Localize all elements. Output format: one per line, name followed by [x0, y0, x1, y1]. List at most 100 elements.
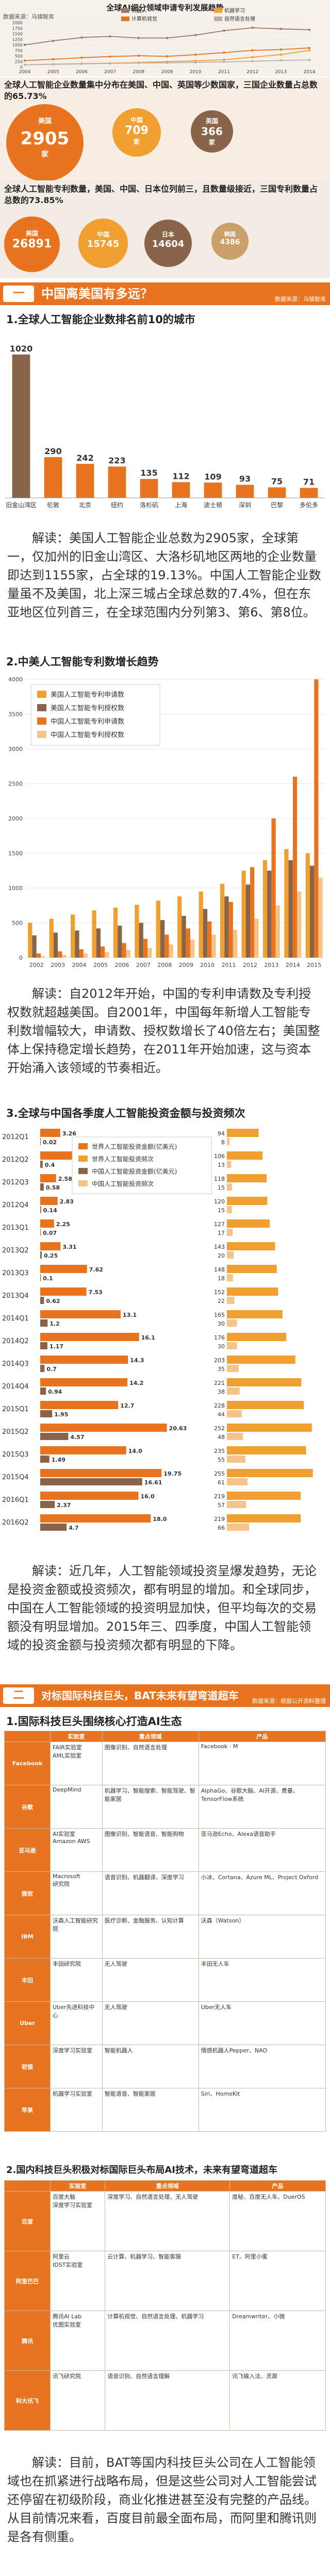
uscn-bar [271, 818, 276, 958]
uscn-legend-swatch [37, 704, 46, 711]
inv-china-amount-bar [40, 1387, 46, 1395]
inv-quarter-label: 2012Q1 [2, 1133, 29, 1141]
uscn-bar [177, 896, 182, 958]
inv-world-amount-bar [40, 1287, 87, 1296]
uscn-bar [203, 909, 208, 958]
trend-series-line [24, 47, 310, 61]
inv-world-amount-label: 14.3 [130, 1357, 144, 1364]
table-header-cell: 实验室 [50, 1731, 103, 1742]
trend-x-tick-label: 2007 [104, 70, 116, 75]
table-header-cell: 重点领域 [102, 1731, 199, 1742]
patents-title: 全球人工智能专利数量，美国、中国、日本位列前三，且数量级接近，三国专利数量占总数… [4, 184, 318, 205]
section-1-source: 数据来源：乌镇智库 [275, 296, 326, 303]
kr-patent-value: 4386 [220, 238, 240, 246]
inv-china-amount-bar [40, 1183, 44, 1191]
field-cell: 无人驾驶 [102, 2001, 199, 2045]
city-name-label: 多伦多 [300, 501, 318, 509]
uscn-x-tick-label: 2010 [200, 962, 214, 968]
investment-section: 3.全球与中国各季度人工智能投资金额与投资频次 2012Q1 3.26 0.02 94… [0, 1103, 330, 1557]
section-1-title: 中国离美国有多远？ [41, 287, 153, 301]
uscn-bar [241, 871, 246, 958]
trend-point [223, 29, 225, 32]
trend-point [137, 62, 140, 64]
uscn-bar [190, 939, 195, 958]
inv-quarter-label: 2016Q1 [2, 1496, 29, 1504]
uscn-x-tick-label: 2002 [29, 962, 44, 968]
uscn-x-tick-label: 2003 [51, 962, 65, 968]
section-2-title: 对标国际科技巨头，BAT未来有望弯道超车 [41, 1690, 239, 1702]
inv-world-amount-bar [40, 1401, 119, 1409]
uk-label: 英国 [205, 118, 218, 125]
uscn-bar [28, 923, 32, 958]
trend-legend-swatch [214, 16, 222, 21]
uscn-x-tick-label: 2013 [264, 962, 278, 968]
inv-china-freq-bar [227, 1433, 243, 1440]
inv-quarter-label: 2015Q3 [2, 1451, 29, 1459]
table-header-cell: 产品 [198, 1731, 326, 1742]
para3-text: 解读：近几年，人工智能领域投资呈爆发趋势，无论是投资金额或投资频次，都有明显的增… [7, 1564, 317, 1652]
trend-point [251, 56, 254, 59]
inv-china-freq-bar [227, 1387, 240, 1395]
us-cn-patent-chart: 0 500 1000 1500 2000 2500 3000 3500 4000 2002 2003… [8, 676, 325, 968]
trend-point [137, 37, 140, 39]
trend-point [52, 58, 55, 61]
uscn-bar [143, 939, 148, 958]
trend-point [194, 34, 197, 37]
inv-world-amount-label: 19.75 [163, 1470, 182, 1477]
product-cell: 亚马逊Echo、Alexa语音助手 [198, 1828, 326, 1872]
inv-quarter-label: 2014Q4 [2, 1383, 29, 1391]
inv-world-amount-label: 2.83 [60, 1198, 74, 1205]
jp-patent-circle: 日本 14604 [144, 220, 192, 267]
cities-title: 1.全球人工智能企业数排名前10的城市 [6, 313, 195, 326]
inv-china-freq-label: 48 [218, 1434, 225, 1441]
city-bar [12, 354, 30, 498]
city-name-label: 洛杉矶 [140, 501, 158, 509]
uscn-bar [288, 860, 293, 958]
inv-china-freq-label: 15 [218, 1207, 225, 1214]
inv-quarter-label: 2013Q4 [2, 1292, 29, 1300]
trend-point [251, 49, 254, 52]
inv-china-freq-label: 15 [218, 1184, 225, 1191]
uscn-bar [83, 953, 88, 958]
trend-x-tick-label: 2005 [47, 70, 59, 75]
inv-world-freq-bar [227, 1401, 304, 1409]
company-cell: 阿里巴巴 [4, 2251, 51, 2311]
trend-y-tick-label: 1500 [12, 32, 23, 37]
trend-legend-swatch [121, 16, 129, 21]
field-cell: 智能机器人 [102, 2045, 199, 2088]
product-cell: 度秘、百度无人车、DuerOS [229, 2191, 326, 2251]
trend-point [23, 63, 26, 66]
uscn-bar [32, 935, 37, 958]
uscn-bar [211, 934, 216, 958]
inv-quarter-label: 2012Q3 [2, 1179, 29, 1186]
cn-label: 中国 [130, 116, 143, 124]
trend-point [308, 46, 311, 49]
uscn-bar [96, 928, 101, 958]
inv-china-freq-bar [227, 1251, 234, 1259]
trend-legend-label: 计算机视觉 [131, 15, 157, 22]
uscn-x-tick-label: 2011 [222, 962, 236, 968]
trend-y-tick-label: 750 [15, 48, 23, 53]
table-row: 软银 深度学习实验室 智能机器人 情感机器人Pepper、NAO [4, 2045, 326, 2088]
trend-legend-label: 自然语言处理 [224, 15, 255, 22]
us-enterprise-circle: 美国 2905 家 [6, 104, 84, 181]
uscn-legend-label: 中国人工智能专利申请数 [51, 718, 124, 726]
uscn-x-tick-label: 2009 [179, 962, 193, 968]
trend-x-tick-label: 2006 [76, 70, 88, 75]
uscn-x-tick-label: 2012 [243, 962, 257, 968]
uscn-legend-swatch [37, 731, 46, 738]
inv-legend-label: 世界人工智能投资金额(亿美元) [92, 1143, 177, 1150]
table-row: 谷歌 DeepMind 机器学习、智能搜索、智能驾驶、智能家居 AlphaGo、谷歌大… [4, 1785, 326, 1829]
inv-china-freq-label: 61 [218, 1479, 225, 1486]
lab-cell: Uber先进科技中心 [50, 2001, 103, 2045]
inv-world-freq-bar [227, 1469, 313, 1477]
city-value-label: 75 [271, 477, 283, 487]
city-bar [76, 464, 94, 498]
uscn-bar [254, 918, 259, 958]
city-name-label: 上海 [175, 501, 187, 509]
uscn-x-tick-label: 2004 [72, 962, 87, 968]
company-cell: 苹果 [4, 2088, 51, 2132]
field-cell: 医疗诊断、金融服务、认知计算 [102, 1915, 199, 1959]
inv-china-amount-label: 16.61 [144, 1479, 162, 1486]
table-row: 微软 Macrosoft 研究院 语音识别、机器翻译、深度学习 小冰、Cortana、… [4, 1871, 326, 1915]
